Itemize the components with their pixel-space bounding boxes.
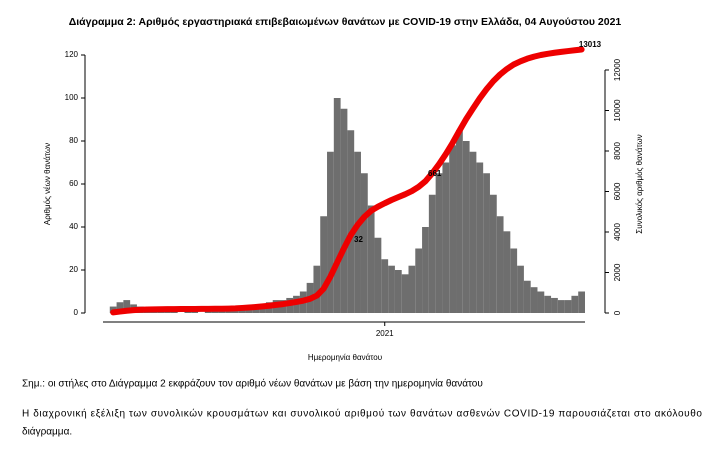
bar [571,295,579,313]
bar [544,295,552,313]
x-tick-label: 2021 [376,329,394,338]
y-tick-label: 100 [65,93,79,102]
bar [442,162,450,313]
bar [327,151,334,313]
bar [340,108,348,313]
y2-tick-label: 0 [613,310,622,315]
cumulative-line [110,46,585,316]
bar [578,291,585,313]
y-tick-label: 60 [69,179,78,188]
bar [333,98,341,313]
bar [510,248,518,313]
y2-tick-label: 10000 [613,99,622,122]
bar [503,231,511,313]
bar [483,173,490,313]
bar [551,297,558,313]
y-tick-label: 120 [65,50,79,59]
y2-tick-label: 6000 [613,182,622,200]
bar [204,310,212,313]
y2-axis-label: Συνολικός αριθμός θανάτων [635,134,644,233]
bar [523,280,531,313]
y2-tick-label: 12000 [613,58,622,81]
bar [401,274,409,313]
bar [564,300,572,313]
bar [354,151,361,313]
bar [449,145,457,313]
bar [347,130,355,313]
bar [408,265,416,313]
bar [367,205,375,313]
y-tick-label: 0 [74,308,79,317]
end-label: 13013 [579,40,602,49]
y-axis-label: Αριθμός νέων θανάτων [43,143,52,225]
bar [415,248,423,313]
y-tick-label: 20 [69,265,78,274]
bar [489,194,497,313]
y2-tick-label: 4000 [613,223,622,241]
annotation: 661 [428,169,442,178]
chart-title: Διάγραμμα 2: Αριθμός εργαστηριακά επιβεβ… [69,16,622,28]
annotation: 32 [354,235,363,244]
bar [225,310,232,313]
bar [517,265,524,313]
y-tick-label: 40 [69,222,78,231]
bar [123,300,131,313]
bar [320,216,328,313]
bar [530,287,538,313]
bar [218,310,226,313]
bar [313,265,321,313]
bar [428,194,436,313]
y2-tick-label: 8000 [613,142,622,160]
bar [496,216,504,313]
bar [381,259,389,313]
bar [116,302,124,313]
bar [374,237,382,313]
bar [360,173,368,313]
bar [211,310,219,313]
bar [456,130,463,313]
y-tick-label: 80 [69,136,78,145]
paragraph-line: Η διαχρονική εξέλιξη των συνολικών κρουσ… [22,408,702,420]
bar [388,265,395,313]
bar [422,227,429,313]
x-axis-label: Ημερομηνία θανάτου [308,353,382,362]
bar [537,291,545,313]
bar [435,173,443,313]
note: Σημ.: οι στήλες στο Διάγραμμα 2 εκφράζου… [22,378,483,390]
y2-tick-label: 2000 [613,263,622,281]
paragraph-line: διάγραμμα. [22,426,72,438]
bar [394,270,402,313]
bar [462,141,470,313]
bar [476,162,484,313]
bar [469,151,477,313]
bar [557,300,565,313]
